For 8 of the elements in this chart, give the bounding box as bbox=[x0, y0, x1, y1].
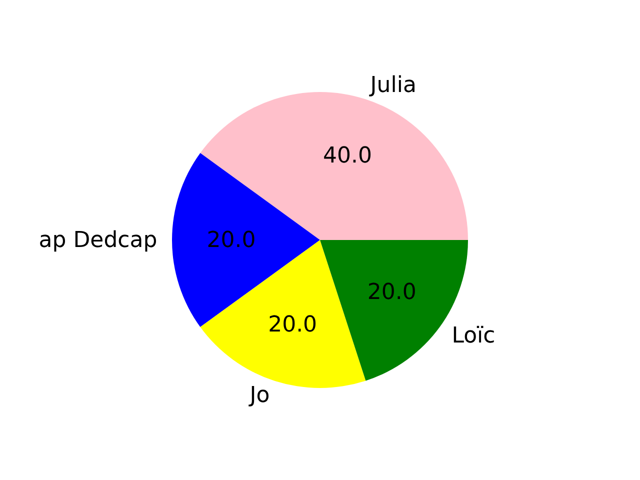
data-label: 20.0 bbox=[268, 312, 318, 338]
slice-label: Loïc bbox=[452, 324, 496, 349]
data-label: 20.0 bbox=[367, 280, 416, 306]
slice-label: ap Dedcap bbox=[38, 228, 158, 253]
data-label: 20.0 bbox=[206, 228, 256, 253]
slice-label: Julia bbox=[368, 73, 416, 98]
data-label: 40.0 bbox=[322, 144, 372, 169]
slice-label: Jo bbox=[248, 382, 270, 408]
